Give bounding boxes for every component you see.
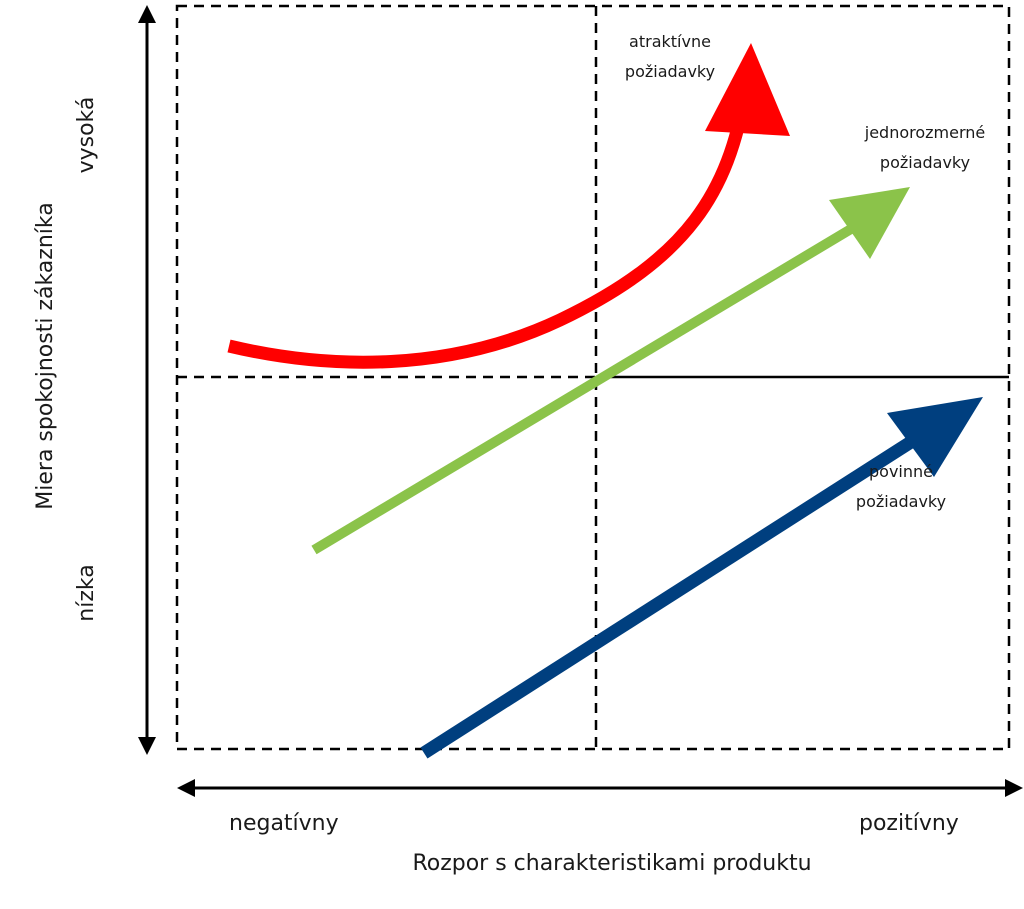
y-axis-low-label: nízka	[74, 564, 99, 622]
must-be-curve	[420, 397, 983, 759]
x-axis-high-label: pozitívny	[859, 811, 959, 836]
attractive-curve	[227, 43, 790, 369]
x-axis-title: Rozpor s charakteristikami produktu	[412, 851, 812, 876]
quadrant-frame	[175, 4, 1011, 751]
one-dimensional-label: jednorozmerné požiadavky	[864, 123, 986, 172]
y-axis-high-label: vysoká	[74, 96, 99, 174]
one-dimensional-curve	[311, 187, 910, 555]
attractive-label: atraktívne požiadavky	[624, 32, 716, 81]
must-be-label: povinné požiadavky	[855, 462, 947, 511]
x-axis-low-label: negatívny	[229, 811, 339, 836]
y-axis-title: Miera spokojnosti zákazníka	[33, 202, 58, 510]
